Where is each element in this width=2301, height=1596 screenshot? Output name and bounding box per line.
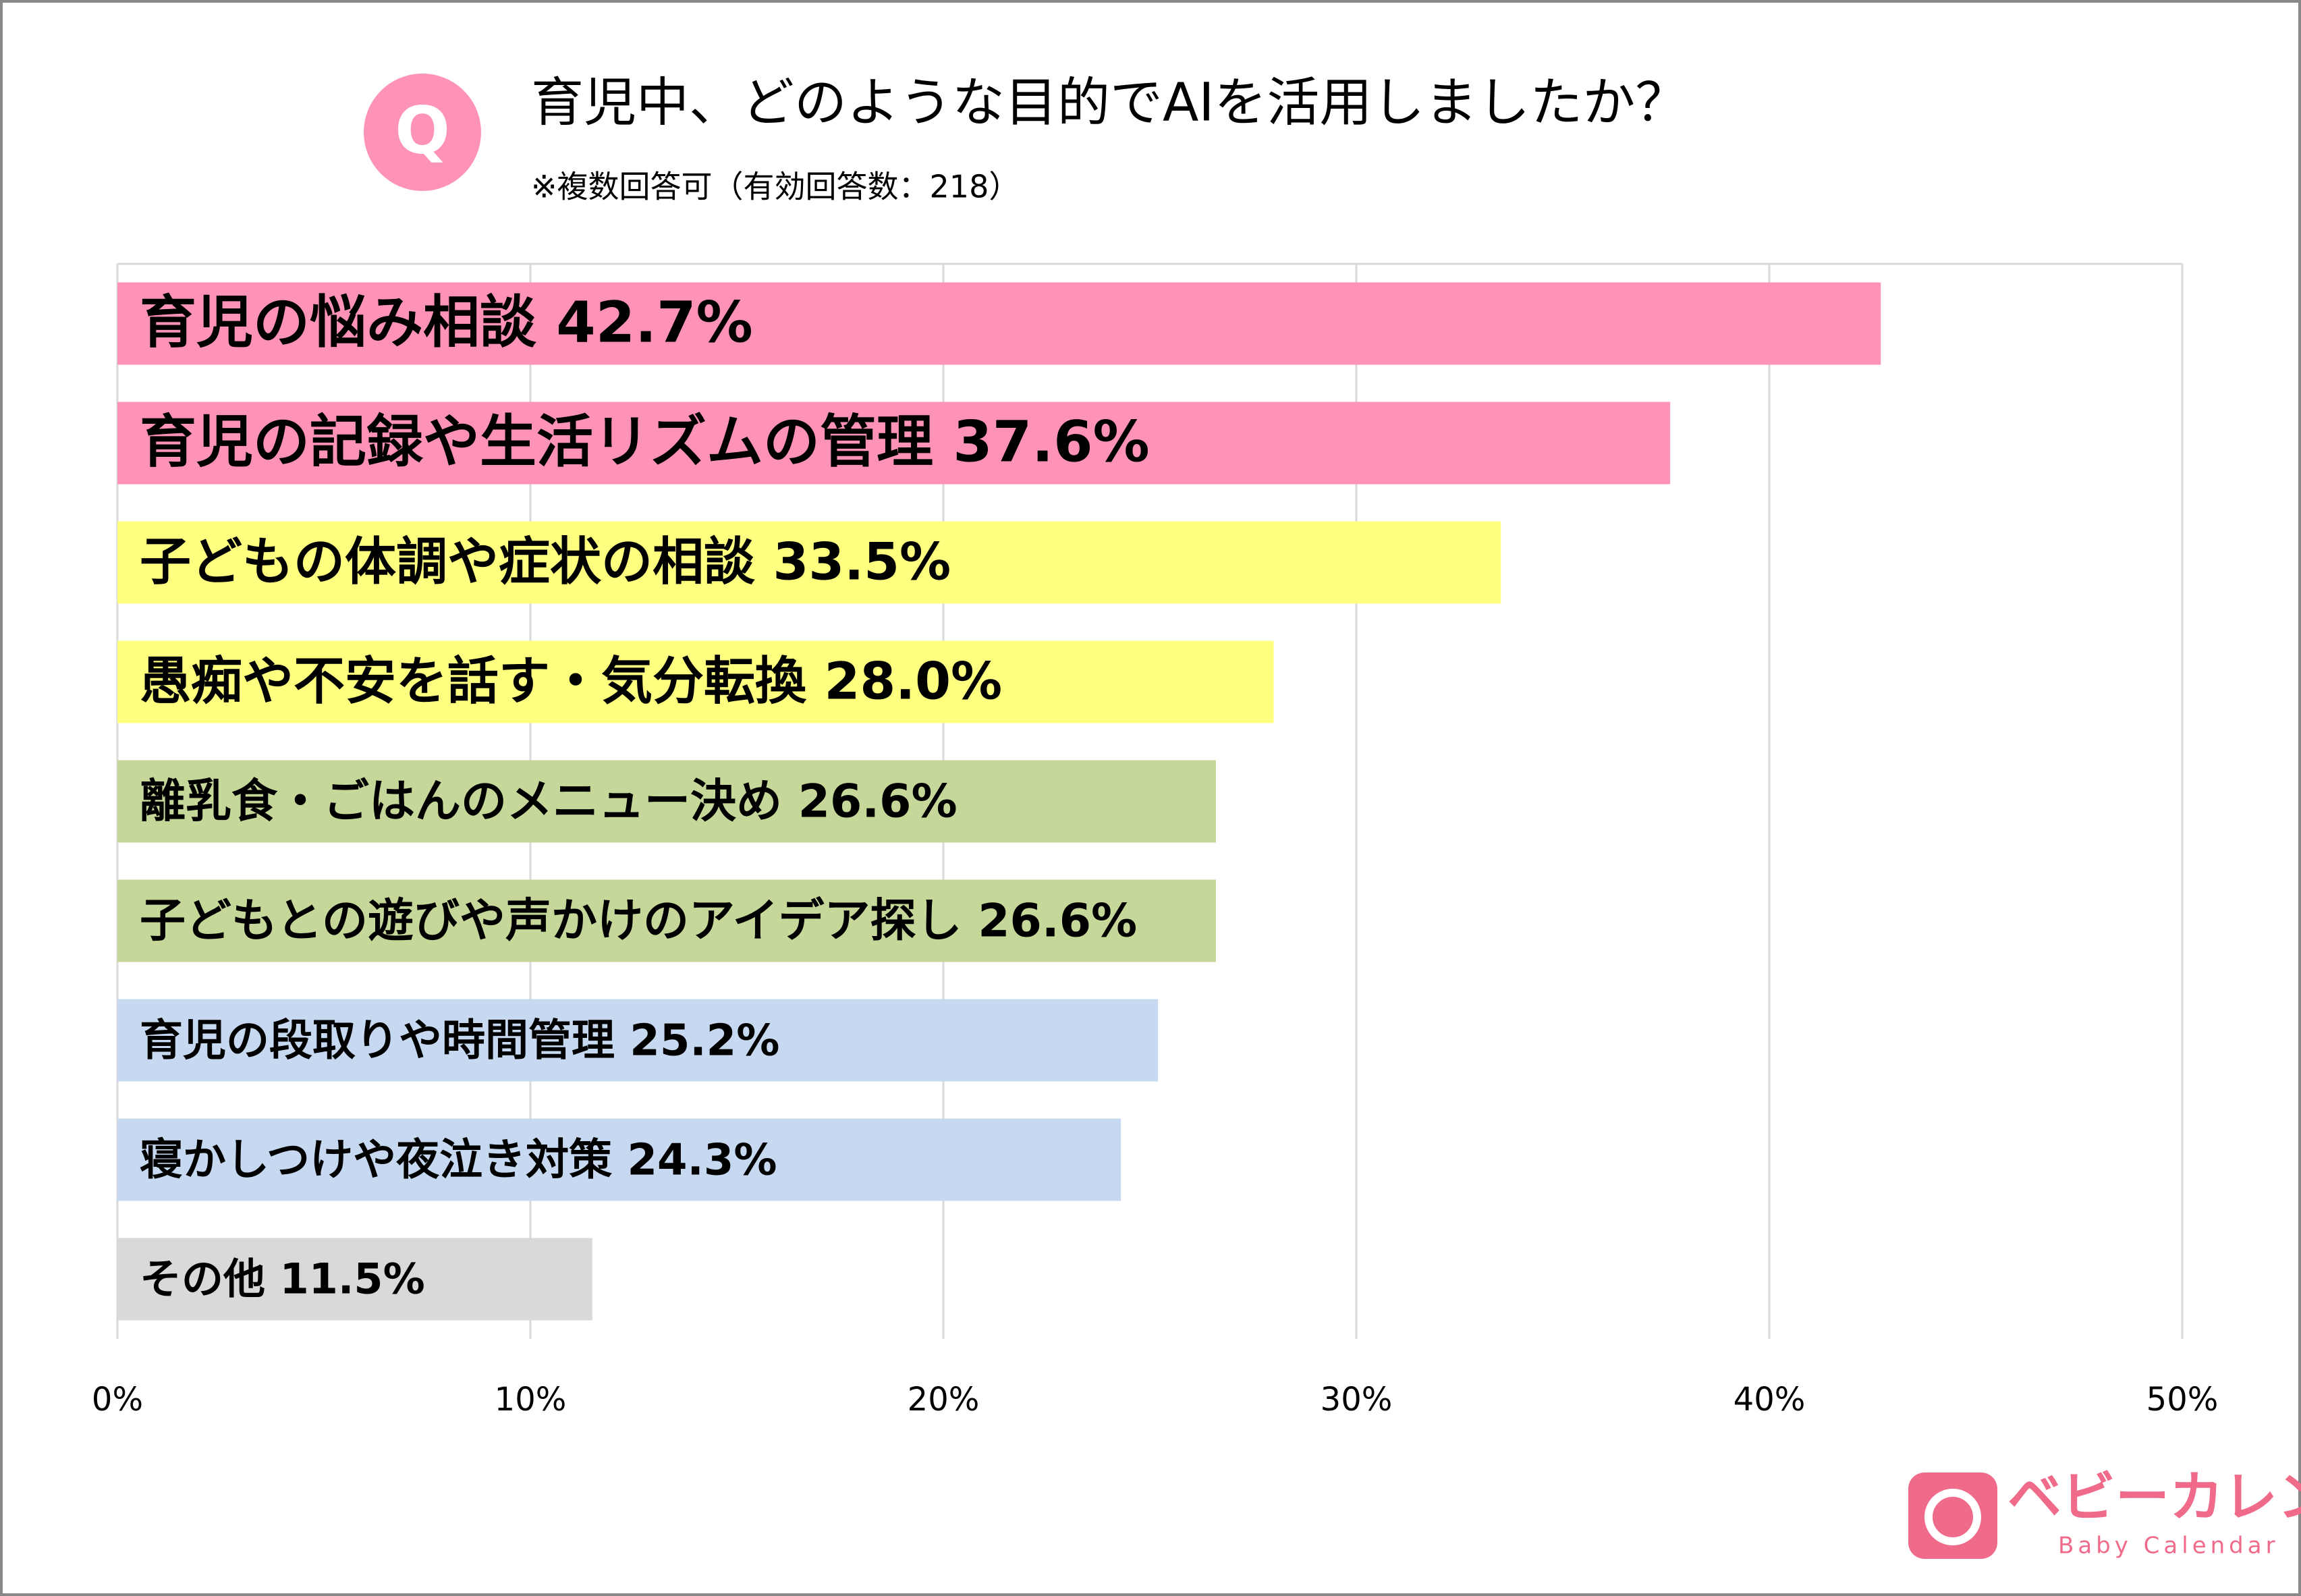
bar-label: 育児の段取りや時間管理 25.2% bbox=[140, 1016, 779, 1066]
bar-label: 子どもとの遊びや声かけのアイデア探し 26.6% bbox=[140, 894, 1137, 947]
bar bbox=[117, 640, 1274, 723]
bar-label: 育児の記録や生活リズムの管理 37.6% bbox=[140, 408, 1150, 474]
bar-label: 寝かしつけや夜泣き対策 24.3% bbox=[140, 1135, 777, 1185]
x-tick-label: 20% bbox=[908, 1381, 980, 1419]
value-label: 11.5% bbox=[265, 1255, 425, 1304]
bar-label: 子どもの体調や症状の相談 33.5% bbox=[140, 531, 951, 591]
category-label: 離乳食・ごはんのメニュー決め bbox=[140, 775, 782, 828]
bar bbox=[117, 1118, 1121, 1201]
category-label: 育児の記録や生活リズムの管理 bbox=[140, 408, 933, 474]
bar bbox=[117, 521, 1501, 604]
value-label: 37.6% bbox=[933, 408, 1150, 474]
category-label: 子どもの体調や症状の相談 bbox=[140, 531, 755, 591]
category-label: 愚痴や不安を話す・気分転換 bbox=[140, 651, 807, 711]
logo-icon bbox=[1908, 1473, 1997, 1559]
bar bbox=[117, 999, 1159, 1082]
chart-title: 育児中、どのような目的でAIを活用しましたか？ bbox=[531, 72, 1688, 133]
category-label: 寝かしつけや夜泣き対策 bbox=[140, 1135, 612, 1185]
x-tick-label: 40% bbox=[1734, 1381, 1806, 1419]
value-label: 33.5% bbox=[755, 531, 951, 591]
bar bbox=[117, 402, 1671, 485]
q-icon-label: Q bbox=[395, 92, 450, 168]
value-label: 28.0% bbox=[806, 651, 1002, 711]
value-label: 26.6% bbox=[962, 894, 1138, 947]
bar bbox=[117, 879, 1216, 962]
x-tick-label: 10% bbox=[495, 1381, 567, 1419]
value-label: 24.3% bbox=[612, 1135, 777, 1185]
category-label: その他 bbox=[140, 1255, 265, 1304]
bar-label: 育児の悩み相談 42.7% bbox=[140, 289, 753, 355]
category-label: 育児の段取りや時間管理 bbox=[140, 1016, 615, 1066]
x-tick-label: 30% bbox=[1321, 1381, 1393, 1419]
bar-label: その他 11.5% bbox=[140, 1255, 425, 1304]
bar-label: 離乳食・ごはんのメニュー決め 26.6% bbox=[140, 775, 958, 828]
x-tick-label: 50% bbox=[2146, 1381, 2219, 1419]
value-label: 26.6% bbox=[782, 775, 958, 828]
x-tick-label: 0% bbox=[92, 1381, 143, 1419]
value-label: 25.2% bbox=[615, 1016, 779, 1066]
category-label: 子どもとの遊びや声かけのアイデア探し bbox=[140, 894, 962, 947]
bar bbox=[117, 760, 1216, 843]
logo-name: ベビーカレンダー bbox=[2007, 1466, 2301, 1529]
value-label: 42.7% bbox=[536, 289, 753, 355]
category-label: 育児の悩み相談 bbox=[140, 289, 536, 355]
logo-icon-mark bbox=[1924, 1489, 1981, 1545]
plot: 0% 10% 20% 30% 40% 50% 育児の悩み相談 42.7% 育児の記録や生活リズ… bbox=[92, 263, 2219, 1419]
logo: ベビーカレンダー Baby Calendar bbox=[1908, 1466, 2301, 1560]
bar bbox=[117, 282, 1881, 365]
bar-label: 愚痴や不安を話す・気分転換 28.0% bbox=[140, 651, 1002, 711]
q-icon bbox=[364, 74, 481, 191]
logo-subname: Baby Calendar bbox=[2058, 1533, 2279, 1560]
bar bbox=[117, 1238, 592, 1321]
chart-subtitle: ※複数回答可（有効回答数：218） bbox=[531, 169, 1020, 205]
